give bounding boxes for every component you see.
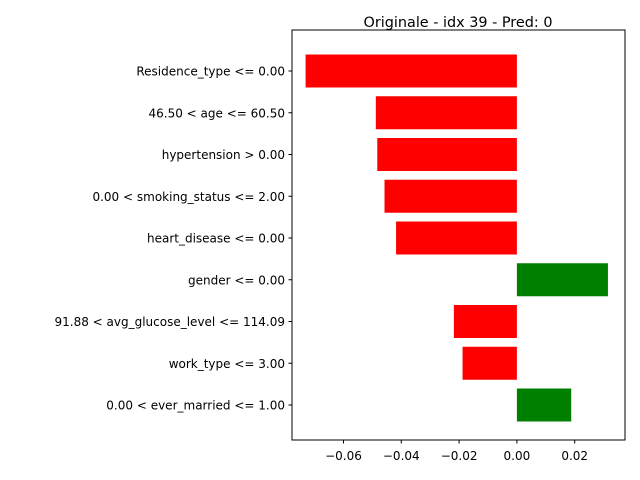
bar [462, 346, 517, 380]
x-tick-label: −0.02 [441, 449, 478, 463]
x-tick-label: −0.06 [325, 449, 362, 463]
y-tick-label: gender <= 0.00 [188, 273, 285, 287]
plot-frame [291, 29, 626, 441]
y-tick-label: heart_disease <= 0.00 [147, 232, 285, 246]
bar [377, 138, 517, 171]
y-tick-label: 0.00 < ever_married <= 1.00 [106, 399, 285, 413]
bars-layer [305, 54, 608, 422]
y-tick-label: 91.88 < avg_glucose_level <= 114.09 [54, 315, 285, 329]
bar [516, 263, 608, 297]
y-tick-label: work_type <= 3.00 [169, 357, 285, 371]
y-tick-labels: Residence_type <= 0.00 46.50 < age <= 60.… [54, 65, 292, 413]
bar [396, 221, 517, 255]
bar [516, 388, 572, 422]
bar [305, 54, 517, 88]
x-tick-label: 0.02 [561, 449, 588, 463]
chart-title: Originale - idx 39 - Pred: 0 [364, 15, 553, 31]
y-tick-label: hypertension > 0.00 [162, 148, 285, 162]
bar [375, 96, 517, 130]
bar [384, 179, 517, 213]
x-tick-label: 0.00 [504, 449, 531, 463]
bar [453, 305, 517, 338]
x-tick-label: −0.04 [383, 449, 420, 463]
y-tick-label: 46.50 < age <= 60.50 [149, 106, 285, 120]
y-tick-label: 0.00 < smoking_status <= 2.00 [92, 190, 285, 204]
x-ticks: −0.06 −0.04 −0.02 0.00 0.02 [325, 440, 588, 463]
y-tick-label: Residence_type <= 0.00 [136, 65, 285, 79]
